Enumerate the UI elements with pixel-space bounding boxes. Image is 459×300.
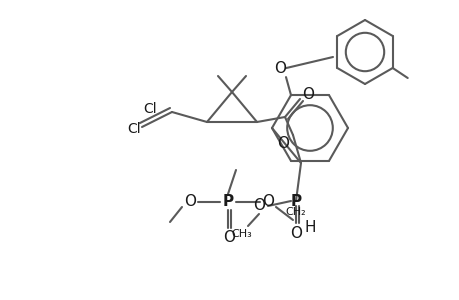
Text: O: O: [276, 136, 288, 151]
Text: CH₂: CH₂: [285, 207, 306, 217]
Text: Cl: Cl: [143, 102, 157, 116]
Text: Cl: Cl: [127, 122, 140, 136]
Text: O: O: [184, 194, 196, 209]
Text: O: O: [302, 86, 313, 101]
Text: P: P: [222, 194, 233, 209]
Text: O: O: [223, 230, 235, 244]
Text: CH₃: CH₃: [231, 229, 252, 239]
Text: O: O: [289, 226, 302, 241]
Text: H: H: [303, 220, 315, 235]
Text: O: O: [262, 194, 274, 209]
Text: P: P: [290, 194, 301, 208]
Text: O: O: [252, 199, 264, 214]
Text: O: O: [274, 61, 285, 76]
